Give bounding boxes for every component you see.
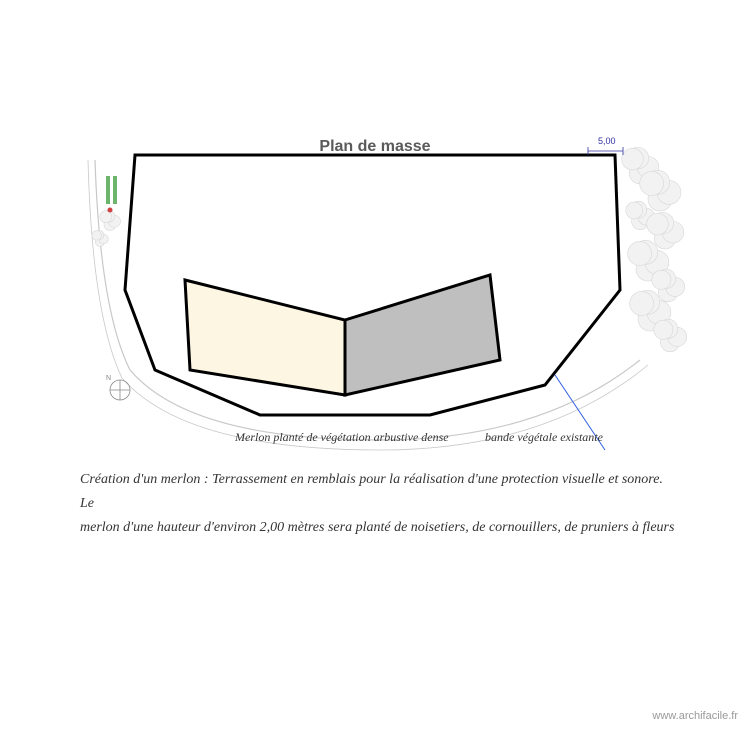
watermark-link[interactable]: www.archifacile.fr — [652, 710, 738, 722]
site-plan-svg: N — [0, 0, 750, 750]
dimension-label: 5,00 — [598, 136, 616, 146]
bande-vegetale-label: bande végétale existante — [485, 430, 603, 445]
caption-text: Création d'un merlon : Terrassement en r… — [80, 468, 680, 539]
compass-icon: N — [106, 375, 130, 400]
caption-line1: Création d'un merlon : Terrassement en r… — [80, 468, 680, 516]
green-mark-1 — [106, 176, 110, 204]
merlon-vegetation-label: Merlon planté de végétation arbustive de… — [235, 430, 449, 445]
green-mark-2 — [113, 176, 117, 204]
caption-line2: merlon d'une hauteur d'environ 2,00 mètr… — [80, 516, 680, 540]
svg-text:N: N — [106, 375, 111, 382]
red-dot — [108, 208, 113, 213]
